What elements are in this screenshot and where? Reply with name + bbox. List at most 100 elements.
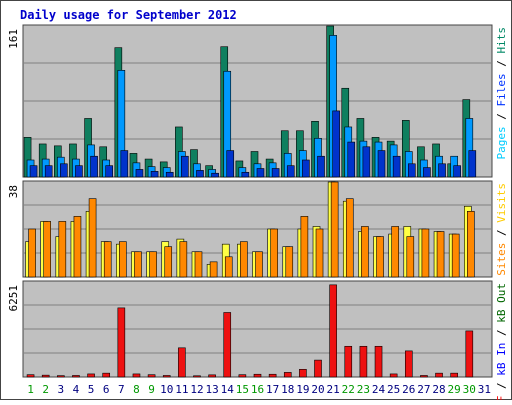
bar-hits-pages-day-16 (256, 168, 265, 178)
bar-kbytes-kb-f-day-30 (465, 330, 474, 378)
bar-hits-pages-day-21 (332, 110, 340, 178)
bar-kbytes-kb-f-day-29 (450, 372, 458, 378)
bar-kbytes-kb-f-day-14 (223, 312, 232, 378)
axis-label-separator: / (495, 223, 508, 243)
panel-axis-label: Sites / Visits (495, 183, 508, 276)
bar-hits-pages-day-7 (120, 150, 129, 178)
day-label-10: 10 (160, 383, 173, 396)
bar-kbytes-kb-f-day-17 (268, 373, 277, 378)
bar-visits-sites-day-27 (421, 228, 430, 278)
axis-label-separator: / (495, 107, 508, 127)
bar-kbytes-kb-f-day-11 (178, 347, 186, 378)
axis-label-separator: / (495, 376, 508, 396)
bar-kbytes-kb-f-day-21 (329, 284, 337, 378)
bar-visits-sites-day-24 (376, 236, 384, 278)
bar-kbytes-kb-f-day-7 (117, 307, 126, 378)
bar-hits-pages-day-12 (196, 170, 204, 178)
bar-hits-pages-day-20 (317, 155, 325, 178)
axis-label-visits: Visits (495, 183, 508, 223)
axis-label-hits: Hits (495, 27, 508, 54)
bar-visits-sites-day-30 (467, 211, 475, 278)
chart-title: Daily usage for September 2012 (20, 8, 237, 22)
bar-visits-sites-day-2 (43, 221, 51, 278)
bar-hits-pages-day-5 (90, 155, 98, 178)
max-value-label: 38 (7, 185, 20, 198)
bar-hits-pages-day-30 (468, 150, 477, 178)
bar-visits-sites-day-18 (285, 246, 294, 278)
day-label-15: 15 (236, 383, 249, 396)
day-label-22: 22 (342, 383, 355, 396)
bar-kbytes-kb-f-day-15 (238, 374, 247, 378)
panel-axis-label: kB F / kB In / kB Out (495, 283, 508, 400)
day-label-18: 18 (281, 383, 294, 396)
axis-label-sites: Sites (495, 243, 508, 276)
bar-kbytes-kb-f-day-2 (41, 374, 50, 378)
bar-kbytes-kb-f-day-28 (435, 372, 443, 378)
bar-visits-sites-day-29 (451, 233, 460, 278)
day-label-20: 20 (311, 383, 324, 396)
axis-label-separator: / (495, 323, 508, 343)
day-label-16: 16 (251, 383, 264, 396)
bar-visits-sites-day-12 (194, 251, 203, 278)
bar-hits-pages-day-4 (75, 165, 83, 178)
bar-visits-sites-day-5 (88, 198, 97, 278)
day-label-24: 24 (372, 383, 386, 396)
bar-kbytes-kb-f-day-19 (299, 369, 307, 378)
bar-hits-pages-day-22 (347, 141, 356, 178)
bar-visits-sites-day-11 (179, 241, 188, 278)
bar-kbytes-kb-f-day-18 (283, 372, 292, 378)
bar-visits-sites-day-17 (270, 228, 278, 278)
bar-hits-pages-day-24 (377, 150, 386, 178)
bar-visits-sites-day-23 (361, 226, 369, 278)
max-value-label: 6251 (7, 285, 20, 312)
bar-visits-sites-day-4 (73, 216, 82, 278)
day-label-27: 27 (417, 383, 430, 396)
bar-hits-pages-day-25 (392, 155, 401, 178)
day-label-9: 9 (148, 383, 155, 396)
bar-visits-sites-day-6 (103, 241, 112, 278)
day-label-12: 12 (190, 383, 203, 396)
bar-kbytes-kb-f-day-4 (72, 375, 80, 378)
bar-kbytes-kb-f-day-1 (26, 374, 35, 378)
bar-visits-sites-day-3 (58, 221, 67, 278)
bar-hits-pages-day-6 (105, 165, 114, 178)
bar-hits-pages-day-13 (211, 172, 219, 178)
bar-hits-pages-day-9 (150, 171, 159, 178)
day-label-5: 5 (88, 383, 95, 396)
bar-kbytes-kb-f-day-6 (102, 372, 111, 378)
bar-kbytes-kb-f-day-22 (344, 345, 353, 378)
axis-label-kb-out: kB Out (495, 283, 508, 323)
day-label-14: 14 (221, 383, 235, 396)
bar-kbytes-kb-f-day-24 (374, 345, 383, 378)
day-label-23: 23 (357, 383, 370, 396)
bar-visits-sites-day-20 (315, 228, 324, 278)
panel-axis-label: Pages / Files / Hits (495, 27, 508, 160)
day-label-7: 7 (118, 383, 125, 396)
bar-kbytes-kb-f-day-12 (193, 375, 201, 378)
day-label-2: 2 (42, 383, 49, 396)
bar-hits-pages-day-17 (271, 168, 280, 178)
bar-visits-sites-day-22 (345, 198, 354, 278)
day-label-30: 30 (463, 383, 476, 396)
bar-hits-pages-day-14 (226, 150, 235, 178)
day-label-4: 4 (73, 383, 80, 396)
bar-kbytes-kb-f-day-25 (389, 373, 398, 378)
bar-visits-sites-day-19 (300, 216, 309, 278)
day-label-1: 1 (27, 383, 34, 396)
bar-hits-pages-day-28 (438, 163, 446, 178)
bar-hits-pages-day-19 (302, 159, 310, 178)
bar-hits-pages-day-29 (453, 165, 461, 178)
bar-kbytes-kb-f-day-20 (314, 359, 322, 378)
bar-kbytes-kb-f-day-8 (132, 373, 141, 378)
day-label-31: 31 (478, 383, 491, 396)
bar-visits-sites-day-9 (149, 251, 157, 278)
bar-hits-pages-day-3 (60, 163, 68, 178)
bar-kbytes-kb-f-day-13 (208, 374, 216, 378)
bar-hits-pages-day-23 (362, 146, 371, 178)
day-label-19: 19 (296, 383, 309, 396)
day-label-3: 3 (58, 383, 65, 396)
bar-kbytes-kb-f-day-27 (420, 375, 428, 378)
bar-hits-pages-day-27 (423, 167, 431, 178)
